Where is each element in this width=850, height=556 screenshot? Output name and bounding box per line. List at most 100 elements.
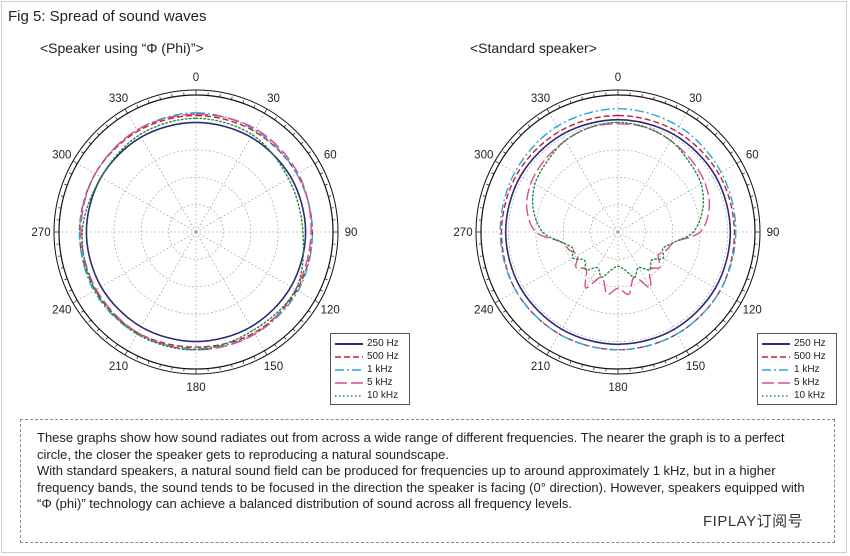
angle-minor-tick — [705, 124, 709, 128]
angle-minor-tick — [283, 124, 287, 128]
figure-title: Fig 5: Spread of sound waves — [8, 8, 207, 25]
angle-tick-label-90: 90 — [767, 227, 780, 239]
angle-minor-tick — [537, 117, 540, 120]
legend-label: 5 kHz — [367, 377, 393, 388]
angle-minor-tick — [81, 310, 84, 313]
legend-item-10-khz: 10 kHz — [762, 389, 836, 402]
angle-minor-tick — [664, 360, 667, 364]
angle-tick-label-30: 30 — [689, 93, 702, 105]
grid-spoke-330 — [127, 113, 197, 233]
angle-minor-tick — [527, 124, 531, 128]
angle-minor-tick — [292, 328, 296, 332]
angle-minor-tick — [742, 289, 746, 292]
angle-minor-tick — [124, 108, 128, 114]
legend-label: 1 kHz — [794, 364, 820, 375]
angle-minor-tick — [330, 207, 334, 209]
standard-speaker-polar-chart: 0 30 60 90 120 150 180 210 240 270 300 330 — [453, 72, 780, 394]
series-line-10-khz — [531, 121, 705, 278]
grid-spoke-210 — [549, 231, 619, 351]
grid-spoke-300 — [499, 163, 619, 233]
angle-minor-tick — [569, 100, 572, 104]
angle-minor-tick — [510, 319, 514, 323]
series-line-500-hz — [500, 114, 736, 351]
angle-tick-label-300: 300 — [474, 150, 493, 162]
angle-minor-tick — [283, 336, 287, 340]
angle-minor-tick — [730, 310, 733, 313]
angle-minor-tick — [58, 255, 62, 257]
angle-minor-tick — [219, 94, 221, 98]
angle-minor-tick — [510, 141, 514, 145]
grid-spoke-60 — [617, 163, 737, 233]
angle-minor-tick — [72, 160, 78, 164]
angle-tick-label-330: 330 — [531, 93, 550, 105]
legend-item-1-khz: 1 kHz — [335, 363, 409, 376]
legend-swatch — [335, 394, 363, 397]
caption-paragraph-1: These graphs show how sound radiates out… — [37, 430, 785, 462]
angle-minor-tick — [480, 255, 484, 257]
angle-tick-label-180: 180 — [608, 382, 627, 394]
angle-tick-label-0: 0 — [615, 72, 621, 84]
angle-minor-tick — [88, 141, 92, 145]
angle-tick-label-120: 120 — [743, 305, 762, 317]
legend-label: 1 kHz — [367, 364, 393, 375]
grid-ring-1 — [590, 204, 646, 260]
angle-minor-tick — [558, 356, 561, 360]
legend-swatch — [335, 342, 363, 345]
angle-minor-tick — [482, 267, 486, 269]
grid-spoke-240 — [77, 231, 197, 301]
caption-box: These graphs show how sound radiates out… — [20, 419, 835, 543]
legend-item-250-hz: 250 Hz — [762, 337, 836, 350]
angle-minor-tick — [242, 360, 245, 364]
legend-item-500-hz: 500 Hz — [335, 350, 409, 363]
angle-minor-tick — [675, 356, 678, 360]
angle-minor-tick — [314, 300, 320, 304]
angle-minor-tick — [686, 108, 690, 114]
angle-minor-tick — [746, 183, 750, 186]
legend-item-5-khz: 5 kHz — [762, 376, 836, 389]
grid-spoke-30 — [617, 113, 687, 233]
angle-tick-label-30: 30 — [267, 93, 280, 105]
angle-tick-label-210: 210 — [109, 361, 128, 373]
angle-minor-tick — [81, 151, 84, 154]
legend-label: 5 kHz — [794, 377, 820, 388]
angle-minor-tick — [300, 141, 304, 145]
angle-minor-tick — [746, 278, 750, 281]
grid-spoke-210 — [127, 231, 197, 351]
angle-tick-label-240: 240 — [474, 305, 493, 317]
angle-minor-tick — [274, 344, 277, 347]
angle-minor-tick — [115, 117, 118, 120]
series-line-5-khz — [80, 113, 312, 351]
angle-minor-tick — [686, 350, 690, 356]
grid-spoke-240 — [499, 231, 619, 301]
right-chart-legend: 250 Hz 500 Hz 1 kHz 5 kHz 10 kHz — [757, 333, 837, 405]
grid-ring-2 — [562, 176, 674, 288]
angle-minor-tick — [105, 336, 109, 340]
legend-item-250-hz: 250 Hz — [335, 337, 409, 350]
angle-minor-tick — [159, 96, 161, 100]
legend-item-1-khz: 1 kHz — [762, 363, 836, 376]
angle-tick-label-0: 0 — [193, 72, 199, 84]
legend-label: 10 kHz — [794, 390, 826, 401]
legend-item-5-khz: 5 kHz — [335, 376, 409, 389]
angle-minor-tick — [324, 183, 328, 186]
angle-minor-tick — [494, 300, 500, 304]
legend-item-500-hz: 500 Hz — [762, 350, 836, 363]
angle-minor-tick — [752, 207, 756, 209]
angle-minor-tick — [569, 360, 572, 364]
angle-tick-label-240: 240 — [52, 305, 71, 317]
legend-swatch — [335, 381, 363, 384]
angle-minor-tick — [581, 364, 583, 368]
grid-spoke-300 — [77, 163, 197, 233]
legend-label: 250 Hz — [367, 338, 399, 349]
angle-minor-tick — [714, 132, 718, 136]
angle-minor-tick — [328, 195, 332, 197]
legend-swatch — [762, 381, 790, 384]
angle-minor-tick — [64, 183, 68, 186]
angle-minor-tick — [503, 310, 506, 313]
angle-minor-tick — [136, 104, 139, 108]
angle-minor-tick — [308, 310, 311, 313]
angle-minor-tick — [750, 267, 754, 269]
legend-swatch — [335, 368, 363, 371]
series-line-1-khz — [499, 107, 737, 351]
